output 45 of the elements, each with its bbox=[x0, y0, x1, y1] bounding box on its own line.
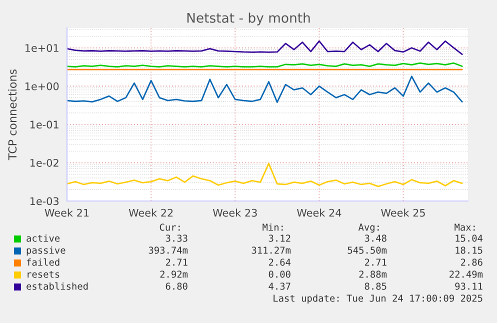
text: 2.71 bbox=[364, 258, 386, 266]
text: 311.27m bbox=[252, 246, 291, 254]
text: Max: bbox=[454, 224, 475, 231]
text: 2.71 bbox=[166, 258, 188, 266]
y-tick-label: 1e+00 bbox=[25, 82, 59, 90]
y-tick-label: 1e-03 bbox=[30, 197, 59, 206]
text: 2.86 bbox=[460, 258, 482, 266]
x-tick-label: Week 21 bbox=[44, 208, 89, 217]
line-series bbox=[67, 76, 463, 103]
legend-label: active bbox=[26, 234, 60, 242]
text: 18.15 bbox=[456, 246, 482, 254]
text: 545.50m bbox=[348, 246, 387, 254]
text: 393.74m bbox=[148, 246, 188, 254]
text: 3.48 bbox=[364, 234, 386, 242]
legend-label: passive bbox=[26, 246, 66, 256]
text: Last update: Tue Jun 24 17:00:09 2025 bbox=[274, 294, 482, 304]
text: Min: bbox=[262, 223, 283, 231]
text: 15.04 bbox=[456, 234, 483, 242]
x-tick-label: Week 24 bbox=[296, 208, 342, 217]
legend-label: resets bbox=[28, 271, 60, 278]
text: Cur: bbox=[160, 224, 180, 231]
y-axis-title: TCP connections bbox=[8, 69, 17, 160]
text: 3.12 bbox=[268, 234, 290, 242]
text: Avg: bbox=[358, 224, 379, 233]
text: 2.92m bbox=[160, 270, 188, 278]
text: 3.33 bbox=[166, 234, 188, 242]
y-tick-label: 1e-01 bbox=[30, 120, 58, 129]
text: 22.49m bbox=[450, 270, 483, 278]
line-series bbox=[67, 162, 463, 188]
x-tick-label: Week 23 bbox=[212, 208, 257, 217]
chart-title: Netstat - by month bbox=[187, 12, 310, 26]
y-tick-label: 1e+01 bbox=[25, 44, 58, 52]
x-tick-label: Week 25 bbox=[381, 208, 425, 217]
line-series bbox=[67, 40, 463, 55]
text: 2.64 bbox=[268, 258, 291, 266]
legend-label: established bbox=[26, 282, 88, 290]
text: 4.37 bbox=[268, 282, 290, 290]
text: 6.80 bbox=[166, 282, 188, 290]
y-tick-label: 1e-02 bbox=[30, 158, 58, 167]
text: 0.00 bbox=[268, 270, 290, 278]
text: 2.88m bbox=[359, 270, 387, 278]
x-tick-label: Week 22 bbox=[128, 208, 173, 217]
legend-label: failed bbox=[26, 258, 60, 266]
text: 8.85 bbox=[364, 282, 386, 290]
text: 93.11 bbox=[455, 282, 482, 290]
